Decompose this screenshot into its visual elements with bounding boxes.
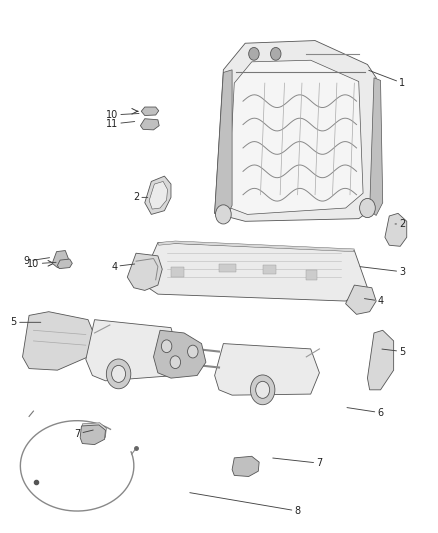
Text: 1: 1 [369,70,406,88]
Text: 9: 9 [24,256,49,266]
Text: 4: 4 [111,262,134,271]
Bar [171,266,184,277]
Text: 7: 7 [74,429,93,439]
Polygon shape [57,259,72,269]
Text: 11: 11 [106,119,134,129]
Text: 8: 8 [190,492,300,516]
Text: 2: 2 [133,192,148,203]
Polygon shape [215,41,381,221]
Polygon shape [141,107,159,116]
Circle shape [256,381,270,398]
Polygon shape [367,330,394,390]
Polygon shape [86,320,177,381]
Polygon shape [158,241,354,252]
Circle shape [249,47,259,60]
Text: 5: 5 [382,346,406,357]
Text: 3: 3 [360,266,406,277]
Polygon shape [232,456,259,477]
Circle shape [170,356,180,368]
Circle shape [360,198,375,217]
Text: 4: 4 [364,296,384,306]
Circle shape [106,359,131,389]
Polygon shape [141,119,159,130]
Polygon shape [385,213,407,246]
Polygon shape [145,176,171,214]
Polygon shape [370,78,383,215]
Text: 5: 5 [11,317,41,327]
Polygon shape [141,243,367,301]
Polygon shape [81,423,106,442]
Circle shape [215,205,231,224]
Bar [306,270,317,280]
Polygon shape [22,312,95,370]
Polygon shape [127,253,162,290]
Polygon shape [153,330,206,378]
Circle shape [112,366,126,382]
Polygon shape [80,425,106,445]
Circle shape [251,375,275,405]
Polygon shape [228,60,363,214]
Circle shape [161,340,172,353]
Bar [219,264,237,272]
Text: 10: 10 [27,259,56,269]
Circle shape [187,345,198,358]
Polygon shape [346,285,376,314]
Text: 10: 10 [106,110,139,120]
Polygon shape [215,344,319,395]
Text: 6: 6 [347,408,384,418]
Text: 7: 7 [273,458,322,468]
Polygon shape [52,251,68,268]
Circle shape [271,47,281,60]
Text: 2: 2 [395,219,406,229]
Polygon shape [149,181,167,209]
Polygon shape [215,70,232,214]
Bar [263,265,276,274]
